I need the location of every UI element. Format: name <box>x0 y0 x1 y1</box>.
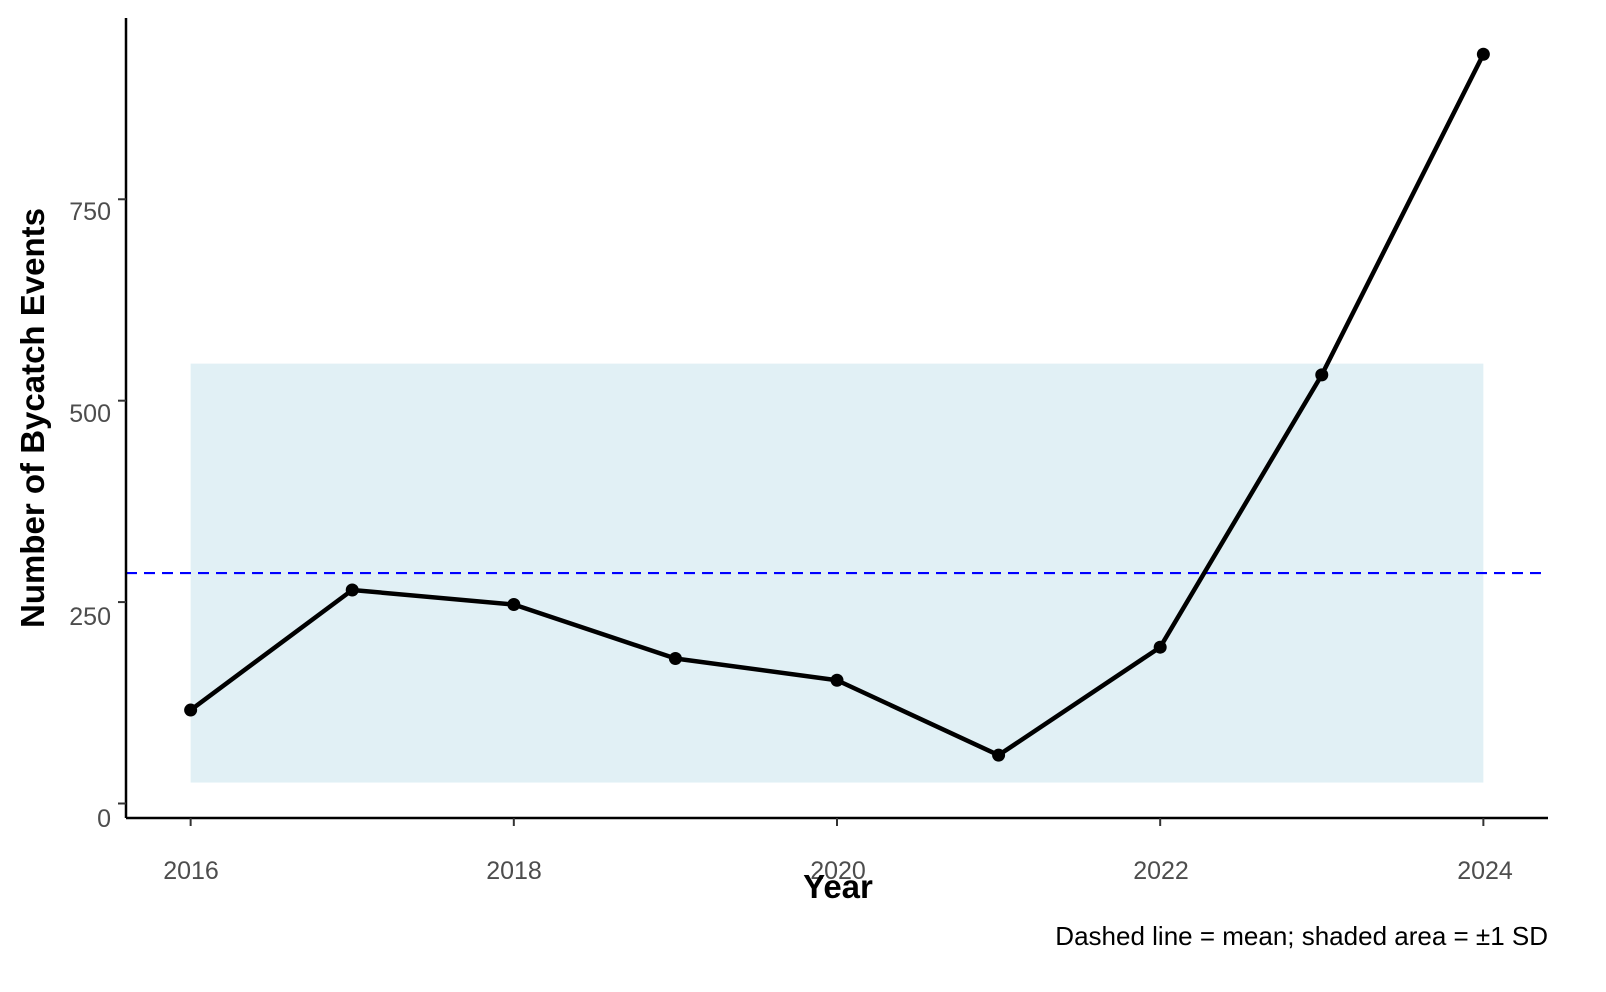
x-tick-label: 2020 <box>810 857 866 885</box>
data-point <box>1476 47 1490 61</box>
data-point <box>830 673 844 687</box>
y-tick-label: 250 <box>69 603 111 631</box>
x-axis-title: Year <box>803 868 873 905</box>
y-tick-label: 0 <box>97 805 111 833</box>
y-tick-label: 750 <box>69 198 111 226</box>
data-point <box>184 703 198 717</box>
data-point <box>1315 368 1329 382</box>
y-tick-label: 500 <box>69 400 111 428</box>
data-point <box>345 583 359 597</box>
axes <box>118 18 1548 826</box>
x-tick-label: 2018 <box>486 857 542 885</box>
data-point <box>668 651 682 665</box>
y-axis-title: Number of Bycatch Events <box>14 208 51 628</box>
data-point <box>992 748 1006 762</box>
chart-caption: Dashed line = mean; shaded area = ±1 SD <box>1055 921 1548 951</box>
series-points-layer <box>184 47 1490 762</box>
x-tick-label: 2016 <box>163 857 219 885</box>
data-point <box>1153 640 1167 654</box>
data-point <box>507 598 521 612</box>
x-tick-label: 2022 <box>1133 857 1189 885</box>
x-tick-label: 2024 <box>1457 857 1513 885</box>
